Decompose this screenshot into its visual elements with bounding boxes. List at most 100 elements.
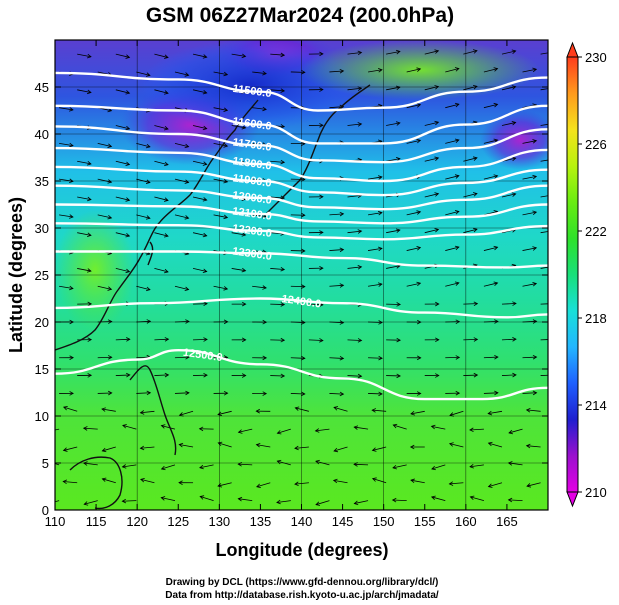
streamline-arrow-78: [69, 391, 74, 396]
streamline-28: [122, 464, 137, 468]
streamline-336: [501, 50, 516, 55]
streamline-59: [315, 428, 330, 432]
streamline-arrow-326: [125, 54, 131, 59]
contour-line-12500.0: [55, 348, 548, 401]
streamline-329: [231, 53, 246, 57]
y-axis-ticks: 0 5 10 15 20 25 30 35 40 45: [35, 80, 548, 518]
streamline-11: [470, 496, 485, 501]
streamline-115: [483, 356, 498, 359]
streamline-246: [522, 176, 537, 180]
contour-label-11900.0: 11900.0: [232, 172, 272, 189]
streamline-arrow-72: [333, 406, 339, 411]
streamline-arrow-329: [241, 53, 247, 59]
streamline-161: [252, 285, 267, 289]
streamline-98: [347, 375, 362, 377]
streamline-92: [115, 374, 130, 376]
streamline-arrow-290: [223, 107, 229, 112]
streamline-90: [522, 392, 537, 394]
streamline-arrow-67: [139, 410, 145, 415]
streamline-296: [445, 103, 459, 109]
streamline-86: [368, 393, 383, 395]
streamline-arrow-107: [185, 354, 190, 360]
contour-label-11500.0: 11500.0: [232, 83, 272, 100]
contour-label-12100.0: 12100.0: [232, 205, 273, 222]
streamline-arrow-103: [551, 373, 555, 377]
streamline-arrow-188: [301, 248, 306, 254]
streamline-228: [347, 195, 362, 198]
streamline-arrow-245: [493, 174, 499, 179]
contour-label-12400.0: 12400.0: [281, 293, 322, 310]
streamline-arrow-332: [357, 50, 363, 56]
streamline-arrow-222: [125, 197, 131, 202]
streamline-arrow-147: [241, 301, 247, 307]
streamline-arrow-293: [339, 104, 345, 110]
streamline-302: [192, 89, 207, 94]
contour-label-12500.0: 12500.0: [182, 347, 223, 364]
streamline-35: [392, 464, 407, 469]
streamline-arrow-248: [125, 161, 131, 166]
streamline-arrow-91: [87, 373, 93, 378]
streamline-arrow-328: [202, 54, 208, 59]
coastline-asia: [55, 99, 259, 351]
streamline-arrow-204: [434, 227, 440, 233]
streamline-arrow-101: [473, 372, 479, 378]
streamline-arrow-191: [416, 246, 422, 251]
streamline-arrow-165: [416, 281, 422, 287]
streamline-81: [174, 392, 189, 394]
contour-line-12400.0: [55, 297, 548, 319]
streamline-189: [329, 249, 344, 251]
streamline-arrow-305: [319, 87, 324, 92]
streamline-317: [252, 71, 267, 75]
streamline-arrow-4: [199, 495, 205, 500]
streamline-193: [483, 246, 498, 251]
x-tick-label-160: 160: [455, 514, 477, 529]
streamline-300: [115, 89, 130, 94]
streamline-arrow-202: [357, 229, 363, 234]
streamline-arrow-301: [164, 90, 169, 95]
plot-area: 11500.0 11600.0 11700.0 11800.011900.012000…: [55, 40, 555, 510]
streamline-arrow-278: [280, 124, 286, 129]
streamline-41: [140, 446, 155, 449]
streamline-arrow-19: [294, 481, 299, 487]
streamline-269: [406, 139, 421, 144]
streamline-1: [84, 500, 98, 505]
y-axis-label: Latitude (degrees): [6, 197, 26, 353]
streamline-arrow-164: [377, 282, 383, 287]
streamline-arrow-300: [125, 90, 131, 95]
streamline-arrow-266: [301, 141, 306, 146]
streamline-arrow-315: [184, 72, 190, 77]
streamline-149: [308, 303, 323, 306]
streamline-304: [270, 89, 285, 92]
streamline-arrow-159: [184, 286, 190, 292]
streamline-arrow-167: [493, 281, 499, 286]
x-tick-label-165: 165: [496, 514, 518, 529]
streamline-187: [252, 250, 267, 253]
y-tick-label-45: 45: [35, 80, 49, 95]
streamline-arrow-238: [223, 178, 229, 184]
contour-label-11600.0: 11600.0: [232, 116, 272, 133]
streamline-62: [431, 425, 446, 430]
streamline-arrow-20: [332, 478, 338, 484]
streamline-arrow-62: [430, 424, 436, 430]
streamline-arrow-304: [280, 88, 286, 93]
streamline-arrow-124: [357, 338, 363, 343]
streamline-arrow-337: [551, 50, 555, 54]
streamline-323: [483, 68, 498, 73]
streamline-165: [406, 282, 421, 287]
streamline-arrow-63: [469, 427, 474, 433]
streamline-arrow-162: [301, 284, 306, 289]
streamline-arrow-297: [493, 102, 499, 108]
streamline-75: [449, 410, 464, 416]
streamline-arrow-85: [339, 391, 345, 397]
streamline-arrow-242: [377, 175, 383, 180]
streamline-arrow-120: [203, 337, 208, 342]
streamline-arrow-233: [551, 193, 555, 197]
streamline-arrow-291: [262, 106, 267, 112]
streamline-arrow-234: [69, 178, 74, 184]
streamline-arrow-23: [448, 481, 454, 486]
streamline-arrow-256: [434, 156, 440, 161]
streamline-arrow-195: [86, 232, 92, 237]
streamline-arrow-17: [217, 483, 223, 488]
streamline-36: [431, 464, 446, 470]
coastlines: [55, 84, 371, 510]
